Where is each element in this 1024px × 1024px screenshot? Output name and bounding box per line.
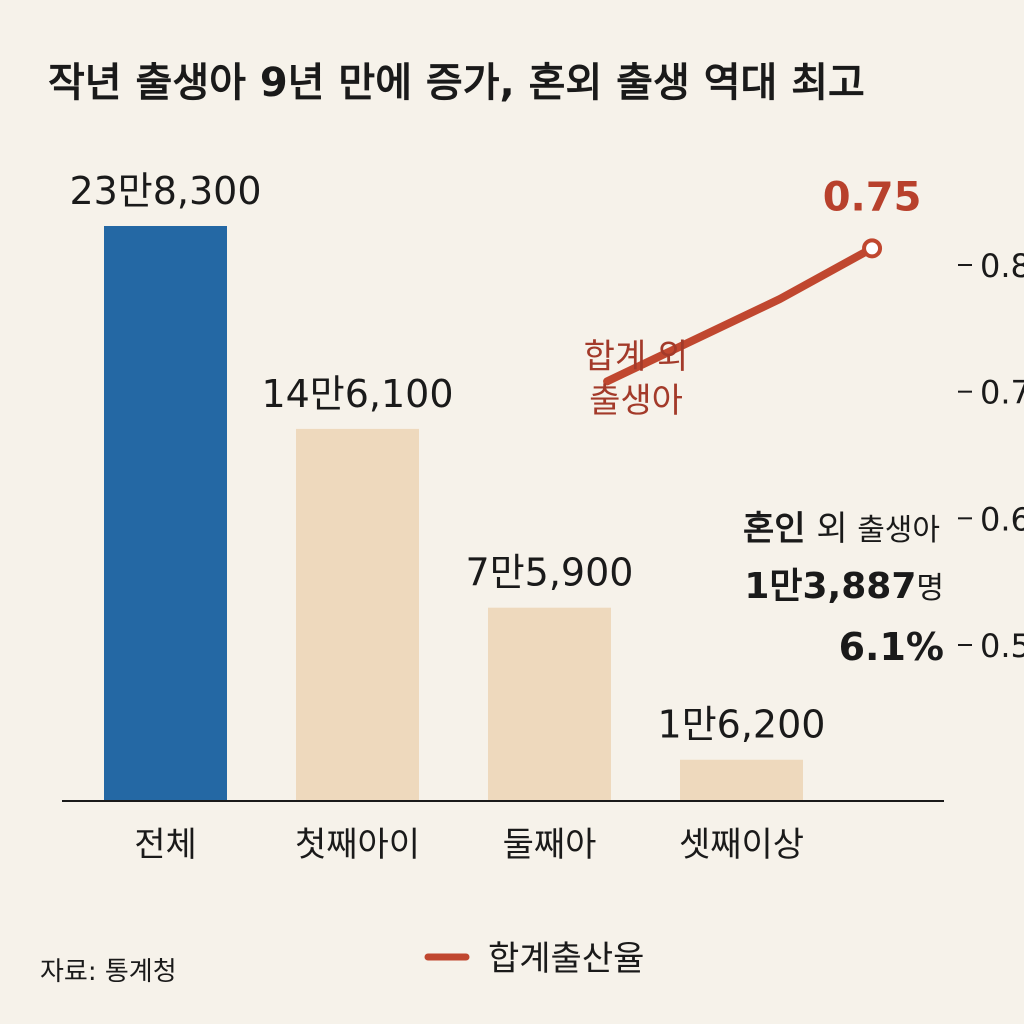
line-end-marker: [862, 238, 883, 259]
note-count-main: 1만3,887: [744, 566, 916, 607]
line-series: [603, 244, 877, 386]
bar-3: [680, 759, 803, 801]
bar-2: [488, 607, 611, 801]
bar-value-labels: 23만8,300 14만6,100 7만5,900 1만6,200: [69, 169, 825, 747]
line-annotation-1: 출생아: [589, 381, 683, 421]
note-tail: 출생아: [848, 513, 940, 548]
bar-value-label-0: 23만8,300: [69, 169, 261, 213]
source-label: 자료: 통계청: [40, 957, 177, 987]
note-line1: 혼인 외 출생아: [743, 509, 940, 549]
right-axis: 0.8 0.7 0.6 0.5: [958, 247, 1024, 665]
bar-value-label-3: 1만6,200: [658, 703, 826, 747]
bar-value-label-1: 14만6,100: [261, 372, 453, 416]
category-label-3: 셋째이상: [679, 825, 804, 865]
category-label-2: 둘째아: [503, 825, 597, 865]
bar-0: [104, 226, 227, 801]
category-label-1: 첫째아이: [295, 825, 420, 865]
note-mid: 외: [806, 509, 848, 549]
bar-1: [296, 428, 419, 801]
right-tick-label-1: 0.7: [980, 374, 1024, 412]
right-tick-label-3: 0.5: [980, 627, 1024, 665]
category-label-0: 전체: [134, 825, 197, 865]
note-bold: 혼인: [743, 509, 806, 549]
line-end-value: 0.75: [823, 174, 922, 220]
right-tick-label-2: 0.6: [980, 500, 1024, 538]
chart-title: 작년 출생아 9년 만에 증가, 혼외 출생 역대 최고: [48, 60, 865, 106]
category-labels: 전체 첫째아이 둘째아 셋째이상: [134, 825, 804, 865]
note-count: 1만3,887명: [744, 566, 944, 607]
note-count-unit: 명: [916, 571, 944, 606]
line-annotation-0: 합계 외: [584, 337, 689, 377]
bar-value-label-2: 7만5,900: [466, 551, 634, 595]
legend-label: 합계출산율: [488, 939, 644, 979]
right-tick-label-0: 0.8: [980, 247, 1024, 285]
note-percent: 6.1%: [839, 625, 944, 669]
bars-group: [104, 226, 803, 801]
